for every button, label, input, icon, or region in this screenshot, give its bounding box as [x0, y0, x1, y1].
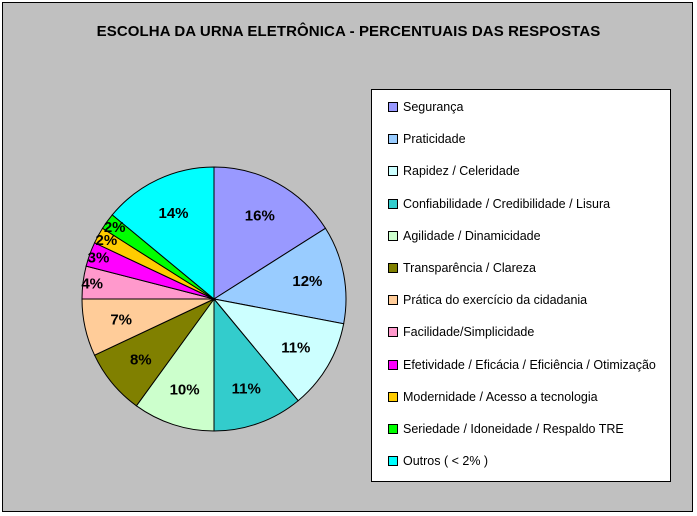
pie-slice-1 — [213, 166, 327, 300]
legend-swatch-1 — [388, 102, 398, 112]
legend-swatch-7 — [388, 295, 398, 306]
pie-slice-4 — [213, 297, 299, 432]
legend-label-11: Seriedade / Idoneidade / Respaldo TRE — [403, 422, 624, 436]
pie-slice-12 — [111, 166, 215, 301]
legend: Segurança Praticidade Rapidez / Celeridade… — [371, 89, 671, 482]
legend-label-12: Outros ( < 2% ) — [403, 454, 489, 469]
legend-swatch-3 — [388, 166, 398, 177]
data-label-11: 2% — [104, 219, 126, 236]
legend-label-4: Confiabilidade / Credibilidade / Lisura — [403, 196, 611, 211]
data-label-7: 7% — [110, 312, 132, 329]
legend-label-2: Praticidade — [403, 132, 466, 147]
data-label-1: 16% — [245, 208, 275, 225]
data-label-10: 2% — [96, 232, 118, 249]
chart-title: ESCOLHA DA URNA ELETRÔNICA - PERCENTUAIS… — [96, 23, 601, 40]
data-label-8: 4% — [81, 276, 103, 293]
legend-swatch-6 — [388, 263, 398, 273]
data-label-6: 8% — [130, 352, 152, 369]
legend-label-5: Agilidade / Dinamicidade — [403, 228, 541, 243]
legend-item-11: Seriedade / Idoneidade / Respaldo TRE — [388, 422, 624, 436]
data-label-12: 14% — [158, 205, 188, 222]
legend-swatch-12 — [388, 456, 398, 467]
legend-label-1: Segurança — [403, 100, 464, 114]
legend-swatch-5 — [388, 230, 398, 241]
data-label-9: 3% — [88, 249, 110, 266]
data-label-5: 10% — [170, 381, 200, 398]
legend-item-4: Confiabilidade / Credibilidade / Lisura — [388, 197, 610, 211]
legend-item-1: Segurança — [388, 100, 463, 114]
legend-item-3: Rapidez / Celeridade — [388, 164, 520, 178]
legend-item-9: Efetividade / Eficácia / Eficiência / Ot… — [388, 358, 656, 372]
legend-item-5: Agilidade / Dinamicidade — [388, 229, 541, 243]
legend-label-6: Transparência / Clareza — [403, 261, 536, 275]
legend-item-8: Facilidade/Simplicidade — [388, 325, 534, 339]
legend-label-10: Modernidade / Acesso a tecnologia — [403, 389, 598, 404]
pie-slice-2 — [212, 227, 347, 325]
data-label-4: 11% — [232, 380, 261, 397]
legend-label-7: Prática do exercício da cidadania — [403, 293, 588, 308]
legend-swatch-9 — [388, 359, 398, 370]
legend-swatch-4 — [388, 198, 398, 209]
pie-chart: 16%12%11%11%10%8%7%4%3%2%2%14% — [81, 166, 347, 432]
legend-swatch-8 — [388, 327, 398, 338]
legend-item-2: Praticidade — [388, 132, 466, 146]
legend-item-6: Transparência / Clareza — [388, 261, 536, 275]
legend-label-3: Rapidez / Celeridade — [403, 164, 520, 179]
data-label-3: 11% — [281, 339, 310, 356]
legend-label-8: Facilidade/Simplicidade — [403, 325, 535, 340]
legend-label-9: Efetividade / Eficácia / Eficiência / Ot… — [403, 357, 656, 372]
legend-item-12: Outros ( < 2% ) — [388, 454, 488, 468]
legend-swatch-10 — [388, 391, 398, 402]
data-label-2: 12% — [292, 273, 322, 290]
pie-slice-3 — [212, 298, 345, 402]
legend-item-10: Modernidade / Acesso a tecnologia — [388, 390, 598, 404]
chart-area: ESCOLHA DA URNA ELETRÔNICA - PERCENTUAIS… — [2, 2, 693, 512]
pie-slice-5 — [135, 297, 215, 432]
legend-item-7: Prática do exercício da cidadania — [388, 293, 587, 307]
legend-swatch-2 — [388, 134, 398, 145]
legend-swatch-11 — [388, 424, 398, 434]
